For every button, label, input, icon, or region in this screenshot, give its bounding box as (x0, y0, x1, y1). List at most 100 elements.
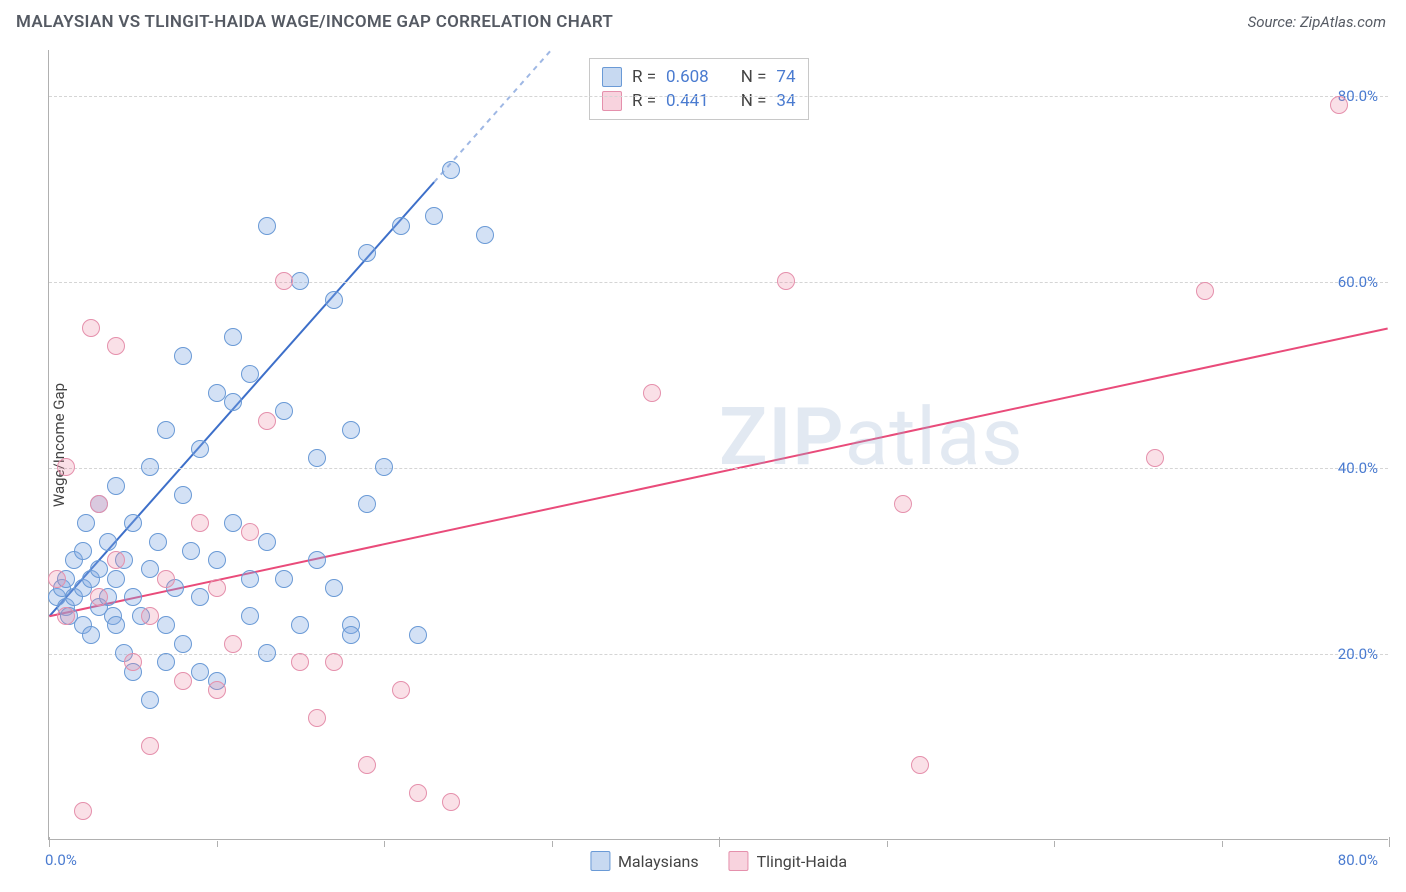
data-point (107, 570, 125, 588)
data-point (241, 570, 259, 588)
data-point (107, 477, 125, 495)
x-tick (49, 837, 50, 847)
data-point (191, 588, 209, 606)
data-point (208, 551, 226, 569)
data-point (894, 495, 912, 513)
r-value: 0.441 (666, 91, 709, 111)
watermark: ZIPatlas (719, 390, 1024, 484)
trend-lines (49, 50, 1388, 839)
data-point (275, 570, 293, 588)
data-point (182, 542, 200, 560)
data-point (174, 486, 192, 504)
data-point (342, 626, 360, 644)
gridline (49, 282, 1388, 283)
x-tick (887, 841, 888, 847)
data-point (325, 291, 343, 309)
data-point (258, 644, 276, 662)
data-point (157, 653, 175, 671)
data-point (358, 756, 376, 774)
data-point (82, 319, 100, 337)
data-point (1146, 449, 1164, 467)
data-point (1330, 96, 1348, 114)
legend-item: Malaysians (590, 851, 699, 871)
data-point (442, 793, 460, 811)
data-point (358, 495, 376, 513)
data-point (107, 551, 125, 569)
data-point (777, 272, 795, 290)
data-point (358, 244, 376, 262)
data-point (275, 272, 293, 290)
data-point (77, 514, 95, 532)
data-point (224, 514, 242, 532)
data-point (174, 635, 192, 653)
x-tick (719, 837, 720, 847)
data-point (308, 551, 326, 569)
n-value: 34 (776, 91, 795, 111)
data-point (57, 458, 75, 476)
r-value: 0.608 (666, 67, 709, 87)
data-point (141, 458, 159, 476)
data-point (57, 607, 75, 625)
data-point (409, 784, 427, 802)
legend: Malaysians Tlingit-Haida (590, 851, 847, 871)
data-point (124, 514, 142, 532)
data-point (157, 616, 175, 634)
data-point (308, 449, 326, 467)
data-point (99, 533, 117, 551)
data-point (141, 691, 159, 709)
x-tick-label: 80.0% (1338, 851, 1378, 869)
n-label: N = (741, 91, 767, 111)
data-point (208, 681, 226, 699)
data-point (241, 523, 259, 541)
data-point (149, 533, 167, 551)
data-point (141, 560, 159, 578)
data-point (409, 626, 427, 644)
data-point (241, 607, 259, 625)
data-point (107, 337, 125, 355)
data-point (258, 217, 276, 235)
data-point (74, 542, 92, 560)
data-point (191, 440, 209, 458)
data-point (241, 365, 259, 383)
legend-swatch (729, 851, 749, 871)
x-tick (552, 841, 553, 847)
x-tick (384, 841, 385, 847)
stats-row: R =0.441N =34 (602, 89, 796, 113)
legend-swatch (590, 851, 610, 871)
data-point (911, 756, 929, 774)
data-point (325, 653, 343, 671)
data-point (224, 635, 242, 653)
data-point (191, 663, 209, 681)
legend-label: Malaysians (618, 852, 699, 871)
data-point (74, 802, 92, 820)
data-point (208, 384, 226, 402)
data-point (308, 709, 326, 727)
data-point (1196, 282, 1214, 300)
data-point (124, 653, 142, 671)
y-tick-label: 60.0% (1338, 273, 1378, 291)
data-point (291, 272, 309, 290)
data-point (392, 217, 410, 235)
data-point (342, 421, 360, 439)
data-point (90, 588, 108, 606)
legend-label: Tlingit-Haida (757, 852, 847, 871)
r-label: R = (632, 67, 656, 87)
gridline (49, 654, 1388, 655)
data-point (82, 626, 100, 644)
n-value: 74 (776, 67, 795, 87)
x-tick (1054, 841, 1055, 847)
data-point (258, 412, 276, 430)
data-point (174, 347, 192, 365)
data-point (258, 533, 276, 551)
gridline (49, 468, 1388, 469)
data-point (425, 207, 443, 225)
chart-title: MALAYSIAN VS TLINGIT-HAIDA WAGE/INCOME G… (16, 12, 613, 32)
data-point (476, 226, 494, 244)
data-point (191, 514, 209, 532)
data-point (157, 421, 175, 439)
x-tick (1389, 837, 1390, 847)
data-point (375, 458, 393, 476)
data-point (325, 579, 343, 597)
scatter-chart: Wage/Income Gap ZIPatlas R =0.608N =74R … (48, 50, 1388, 840)
data-point (275, 402, 293, 420)
